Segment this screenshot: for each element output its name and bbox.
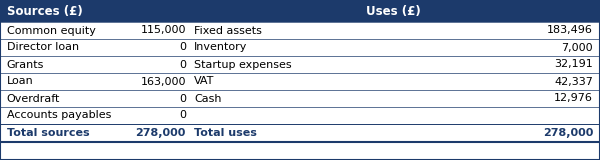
Text: 0: 0	[179, 60, 186, 69]
Text: Total sources: Total sources	[7, 128, 89, 138]
Text: 163,000: 163,000	[140, 76, 186, 87]
Text: Inventory: Inventory	[194, 43, 247, 52]
Text: Common equity: Common equity	[7, 25, 95, 36]
Text: 278,000: 278,000	[543, 128, 593, 138]
Text: 42,337: 42,337	[554, 76, 593, 87]
Text: 0: 0	[179, 43, 186, 52]
Text: Accounts payables: Accounts payables	[7, 111, 111, 120]
Text: 278,000: 278,000	[136, 128, 186, 138]
Text: 183,496: 183,496	[547, 25, 593, 36]
Text: Uses (£): Uses (£)	[365, 4, 421, 17]
Text: 12,976: 12,976	[554, 93, 593, 104]
Text: 32,191: 32,191	[554, 60, 593, 69]
Text: 7,000: 7,000	[562, 43, 593, 52]
Text: 0: 0	[179, 93, 186, 104]
Text: Overdraft: Overdraft	[7, 93, 60, 104]
Text: VAT: VAT	[194, 76, 214, 87]
Text: Total uses: Total uses	[194, 128, 257, 138]
Text: 0: 0	[179, 111, 186, 120]
Text: Loan: Loan	[7, 76, 34, 87]
Bar	[0, 0, 600, 22]
Text: 115,000: 115,000	[140, 25, 186, 36]
Text: Director loan: Director loan	[7, 43, 79, 52]
Text: Grants: Grants	[7, 60, 44, 69]
Text: Fixed assets: Fixed assets	[194, 25, 262, 36]
Text: Cash: Cash	[194, 93, 221, 104]
Text: Sources (£): Sources (£)	[7, 4, 83, 17]
Text: Startup expenses: Startup expenses	[194, 60, 292, 69]
